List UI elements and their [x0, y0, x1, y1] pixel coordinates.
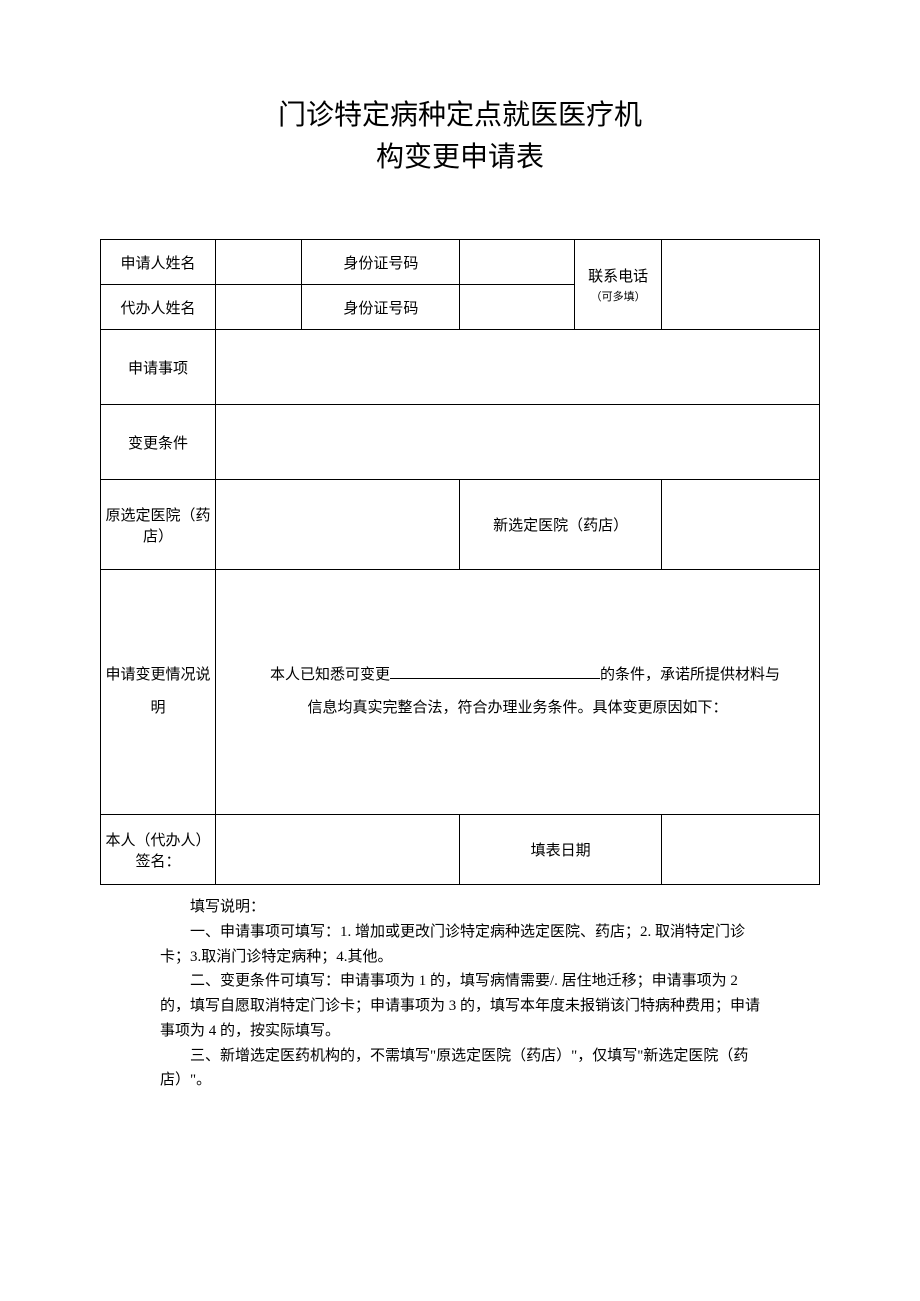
label-applicant-id: 身份证号码: [302, 240, 460, 285]
input-apply-item[interactable]: [216, 330, 820, 405]
notes-p2: 二、变更条件可填写：申请事项为 1 的，填写病情需要/. 居住地迁移；申请事项为…: [160, 969, 760, 1043]
notes-p1: 一、申请事项可填写：1. 增加或更改门诊特定病种选定医院、药店；2. 取消特定门…: [160, 920, 760, 970]
input-fill-date[interactable]: [661, 815, 819, 885]
notes-heading: 填写说明：: [160, 895, 760, 920]
title-line-1: 门诊特定病种定点就医医疗机: [278, 100, 642, 131]
input-new-hospital[interactable]: [661, 480, 819, 570]
label-apply-item: 申请事项: [101, 330, 216, 405]
notes-p3: 三、新增选定医药机构的，不需填写"原选定医院（药店）"，仅填写"新选定医院（药店…: [160, 1044, 760, 1094]
statement-line-1: 本人已知悉可变更的条件，承诺所提供材料与: [216, 659, 819, 692]
label-change-condition: 变更条件: [101, 405, 216, 480]
label-agent-id: 身份证号码: [302, 285, 460, 330]
label-agent-name: 代办人姓名: [101, 285, 216, 330]
input-applicant-id[interactable]: [460, 240, 575, 285]
form-title: 门诊特定病种定点就医医疗机 构变更申请表: [100, 95, 820, 179]
statement-line-2: 信息均真实完整合法，符合办理业务条件。具体变更原因如下：: [216, 692, 819, 725]
label-new-hospital: 新选定医院（药店）: [460, 480, 661, 570]
title-line-2: 构变更申请表: [376, 142, 544, 173]
input-agent-name[interactable]: [216, 285, 302, 330]
label-applicant-name: 申请人姓名: [101, 240, 216, 285]
input-change-condition[interactable]: [216, 405, 820, 480]
label-signature: 本人（代办人）签名：: [101, 815, 216, 885]
label-contact-note: （可多填）: [575, 288, 660, 304]
label-change-statement: 申请变更情况说明: [101, 570, 216, 815]
input-signature[interactable]: [216, 815, 460, 885]
input-contact[interactable]: [661, 240, 819, 330]
application-form-table: 申请人姓名 身份证号码 联系电话 （可多填） 代办人姓名 身份证号码 申请事项 …: [100, 239, 820, 885]
label-contact: 联系电话 （可多填）: [575, 240, 661, 330]
input-applicant-name[interactable]: [216, 240, 302, 285]
statement-cell[interactable]: 本人已知悉可变更的条件，承诺所提供材料与 信息均真实完整合法，符合办理业务条件。…: [216, 570, 820, 815]
fill-instructions: 填写说明： 一、申请事项可填写：1. 增加或更改门诊特定病种选定医院、药店；2.…: [160, 895, 760, 1093]
input-agent-id[interactable]: [460, 285, 575, 330]
input-orig-hospital[interactable]: [216, 480, 460, 570]
label-orig-hospital: 原选定医院（药店）: [101, 480, 216, 570]
label-fill-date: 填表日期: [460, 815, 661, 885]
label-contact-main: 联系电话: [588, 269, 648, 285]
statement-blank[interactable]: [390, 663, 600, 679]
